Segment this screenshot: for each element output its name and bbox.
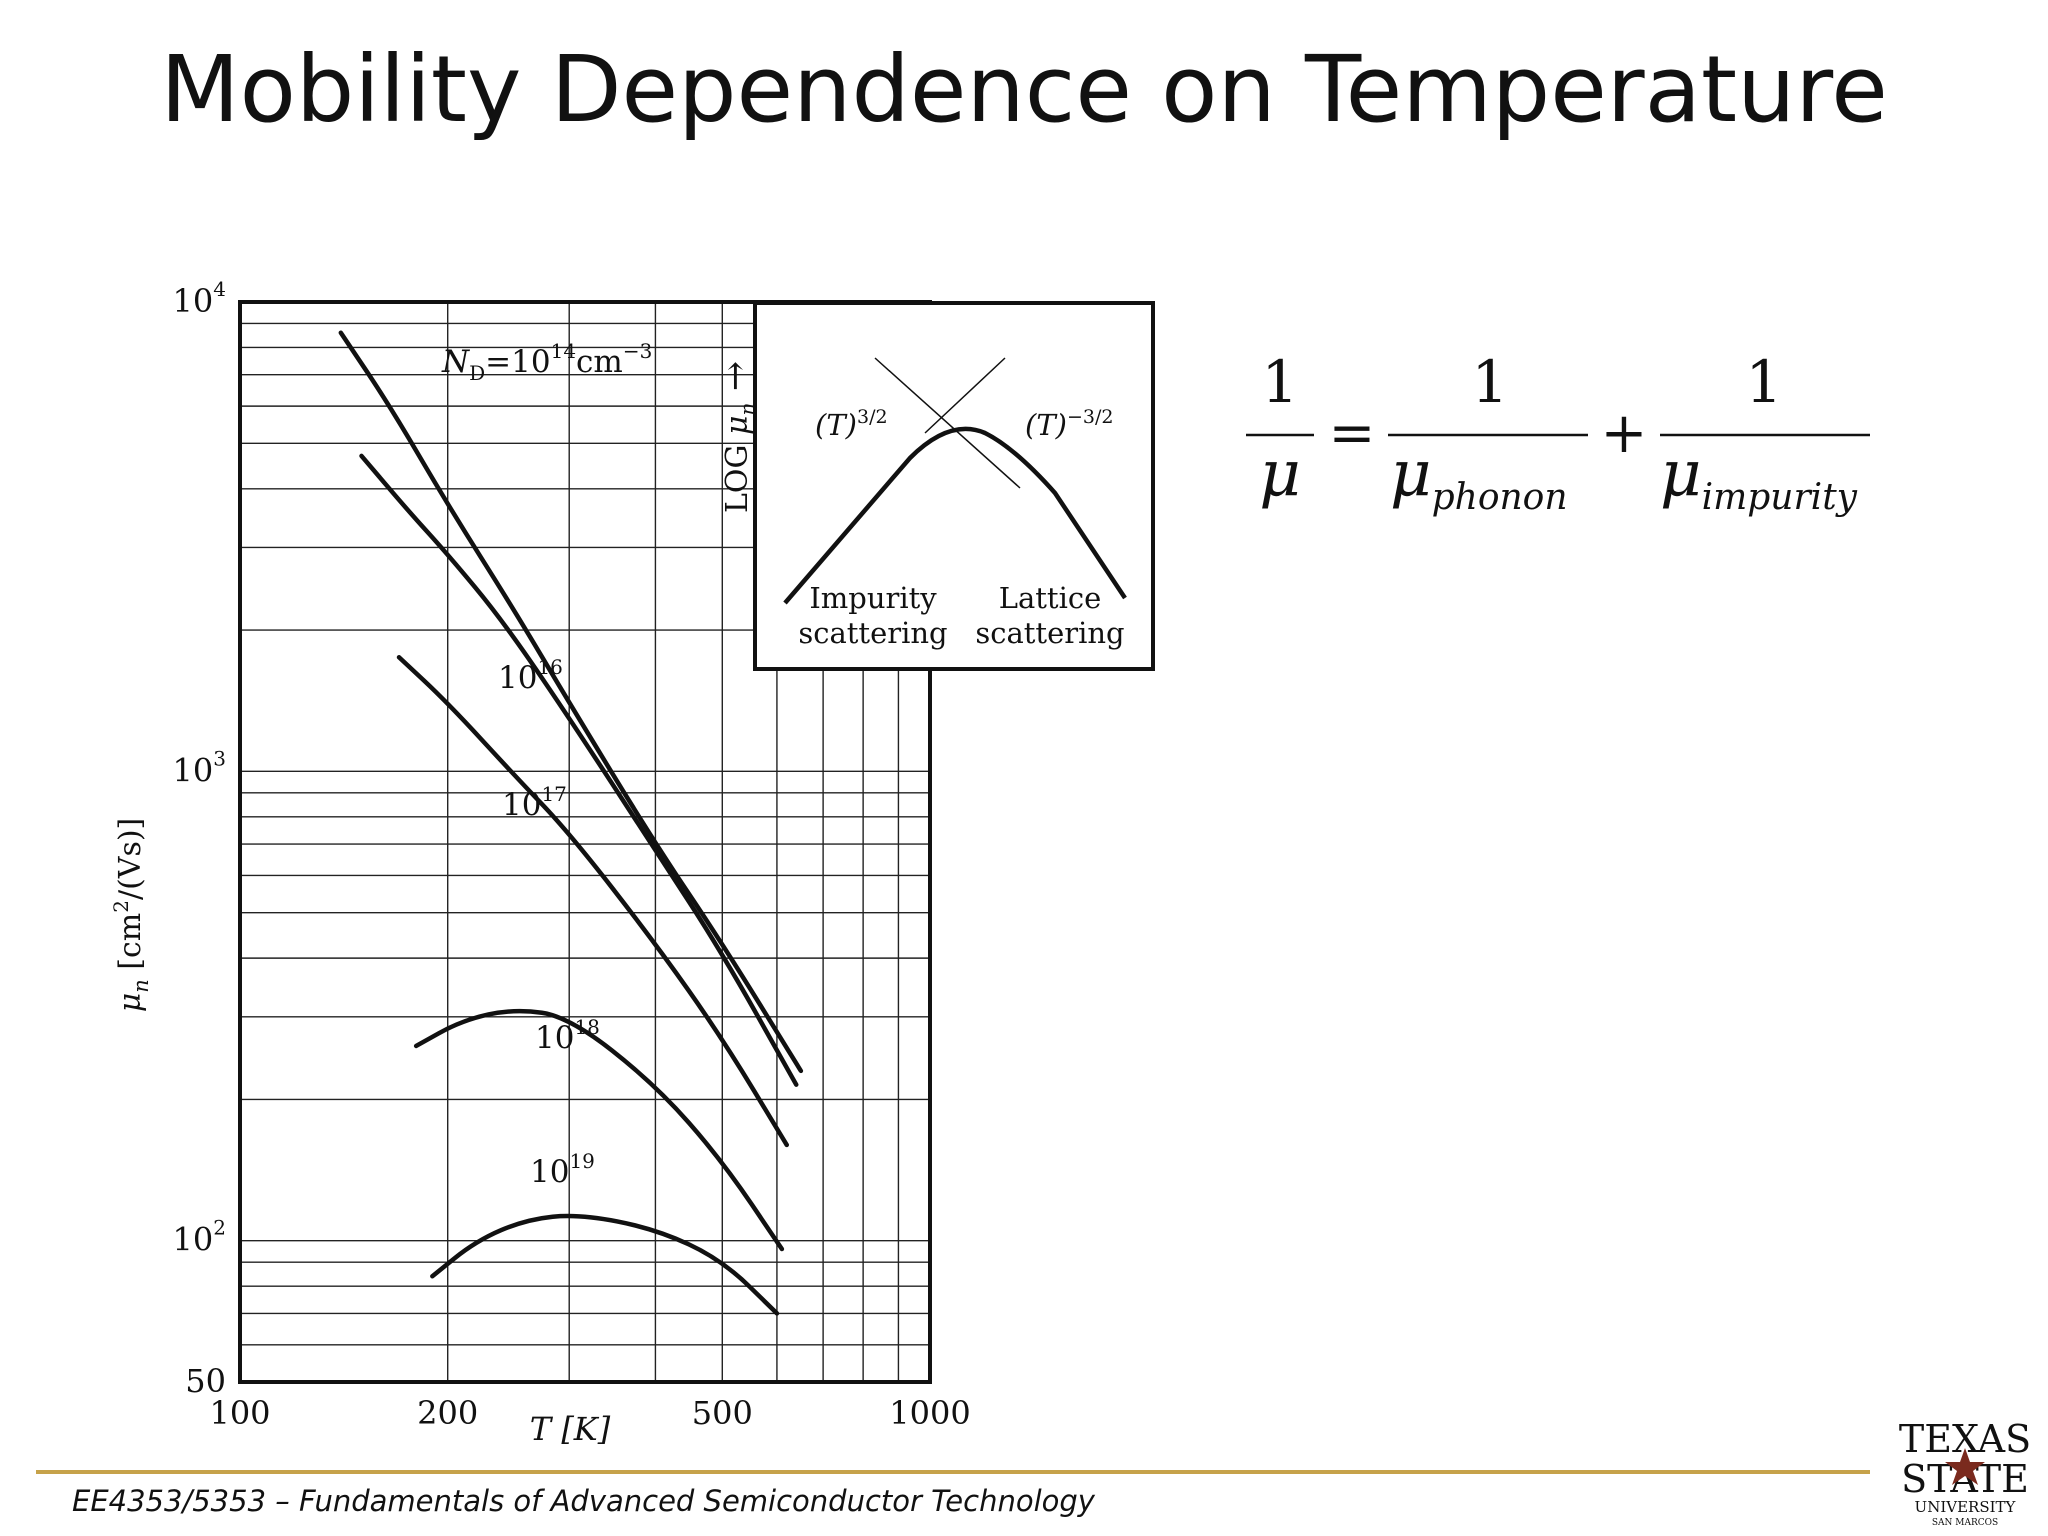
inset-right-exponent: (T)−3/2 [1025, 406, 1113, 442]
series-label: 1019 [530, 1149, 595, 1190]
inset-y-label: LOG μn → [715, 361, 759, 513]
series-curve [413, 1008, 785, 1252]
logo-line3: UNIVERSITY [1915, 1498, 2017, 1516]
inset-asymptote-left [874, 357, 1021, 489]
inset-lattice-label: Lattice [999, 581, 1102, 615]
logo-line4: SAN MARCOS [1932, 1518, 1998, 1528]
texas-state-logo: TEXAS STATE UNIVERSITY SAN MARCOS [1899, 1417, 2031, 1528]
logo-star-icon [1945, 1448, 1985, 1485]
footer-rule [36, 1470, 1870, 1474]
x-tick-label: 1000 [889, 1394, 970, 1432]
lhs-numerator: 1 [1262, 348, 1299, 416]
term1-numerator: 1 [1472, 348, 1509, 416]
inset-left-exponent: (T)3/2 [815, 406, 888, 442]
slide-title: Mobility Dependence on Temperature [160, 36, 1888, 143]
inset-mobility-curve [783, 426, 1127, 605]
plus-sign: + [1601, 401, 1648, 466]
equals-sign: = [1329, 401, 1376, 466]
term2-denominator: μimpurity [1660, 437, 1858, 518]
series-curve [359, 453, 799, 1087]
inset-box [753, 301, 1155, 671]
series-label: ND=1014cm−3 [441, 339, 652, 385]
lhs-denominator: μ [1259, 437, 1301, 511]
y-tick-label: 103 [173, 746, 226, 789]
y-axis-label: μn [cm2/(Vs)] [109, 818, 153, 1013]
series-curve [396, 655, 789, 1148]
mobility-formula: 1 μ = 1 μphonon + 1 μimpurity [1246, 348, 1870, 518]
series-curve [430, 1213, 780, 1316]
plot-frame [238, 300, 932, 1384]
y-tick-label: 104 [173, 277, 226, 320]
inset-asymptote-right [924, 357, 1006, 434]
term1-denominator: μphonon [1390, 437, 1568, 518]
mobility-chart: 100 200 500 1000 50 102 103 104 ND=1014cm−3 1016… [109, 277, 1155, 1448]
x-tick-label: 100 [209, 1394, 270, 1432]
y-tick-label: 102 [173, 1216, 226, 1259]
inset-impurity-label-2: scattering [798, 616, 947, 650]
series-label: 1017 [502, 782, 567, 823]
y-tick-label: 50 [185, 1362, 226, 1400]
inset-diagram: (T)3/2 (T)−3/2ImpurityscatteringLatticesc… [715, 301, 1155, 671]
x-tick-label: 500 [692, 1394, 753, 1432]
series-label: 1016 [498, 655, 563, 696]
x-tick-label: 200 [417, 1394, 478, 1432]
series-curve [338, 330, 804, 1074]
series-label: 1018 [535, 1015, 600, 1056]
x-axis-label: T [K] [530, 1410, 611, 1448]
term2-numerator: 1 [1746, 348, 1783, 416]
course-footer: EE4353/5353 – Fundamentals of Advanced S… [72, 1484, 1095, 1518]
series-labels: ND=1014cm−3 1016 1017 1018 1019 [441, 339, 652, 1190]
axis-ticks: 100 200 500 1000 50 102 103 104 [173, 277, 971, 1432]
inset-lattice-label-2: scattering [975, 616, 1124, 650]
inset-impurity-label: Impurity [809, 581, 937, 615]
chart-curves [338, 330, 804, 1316]
